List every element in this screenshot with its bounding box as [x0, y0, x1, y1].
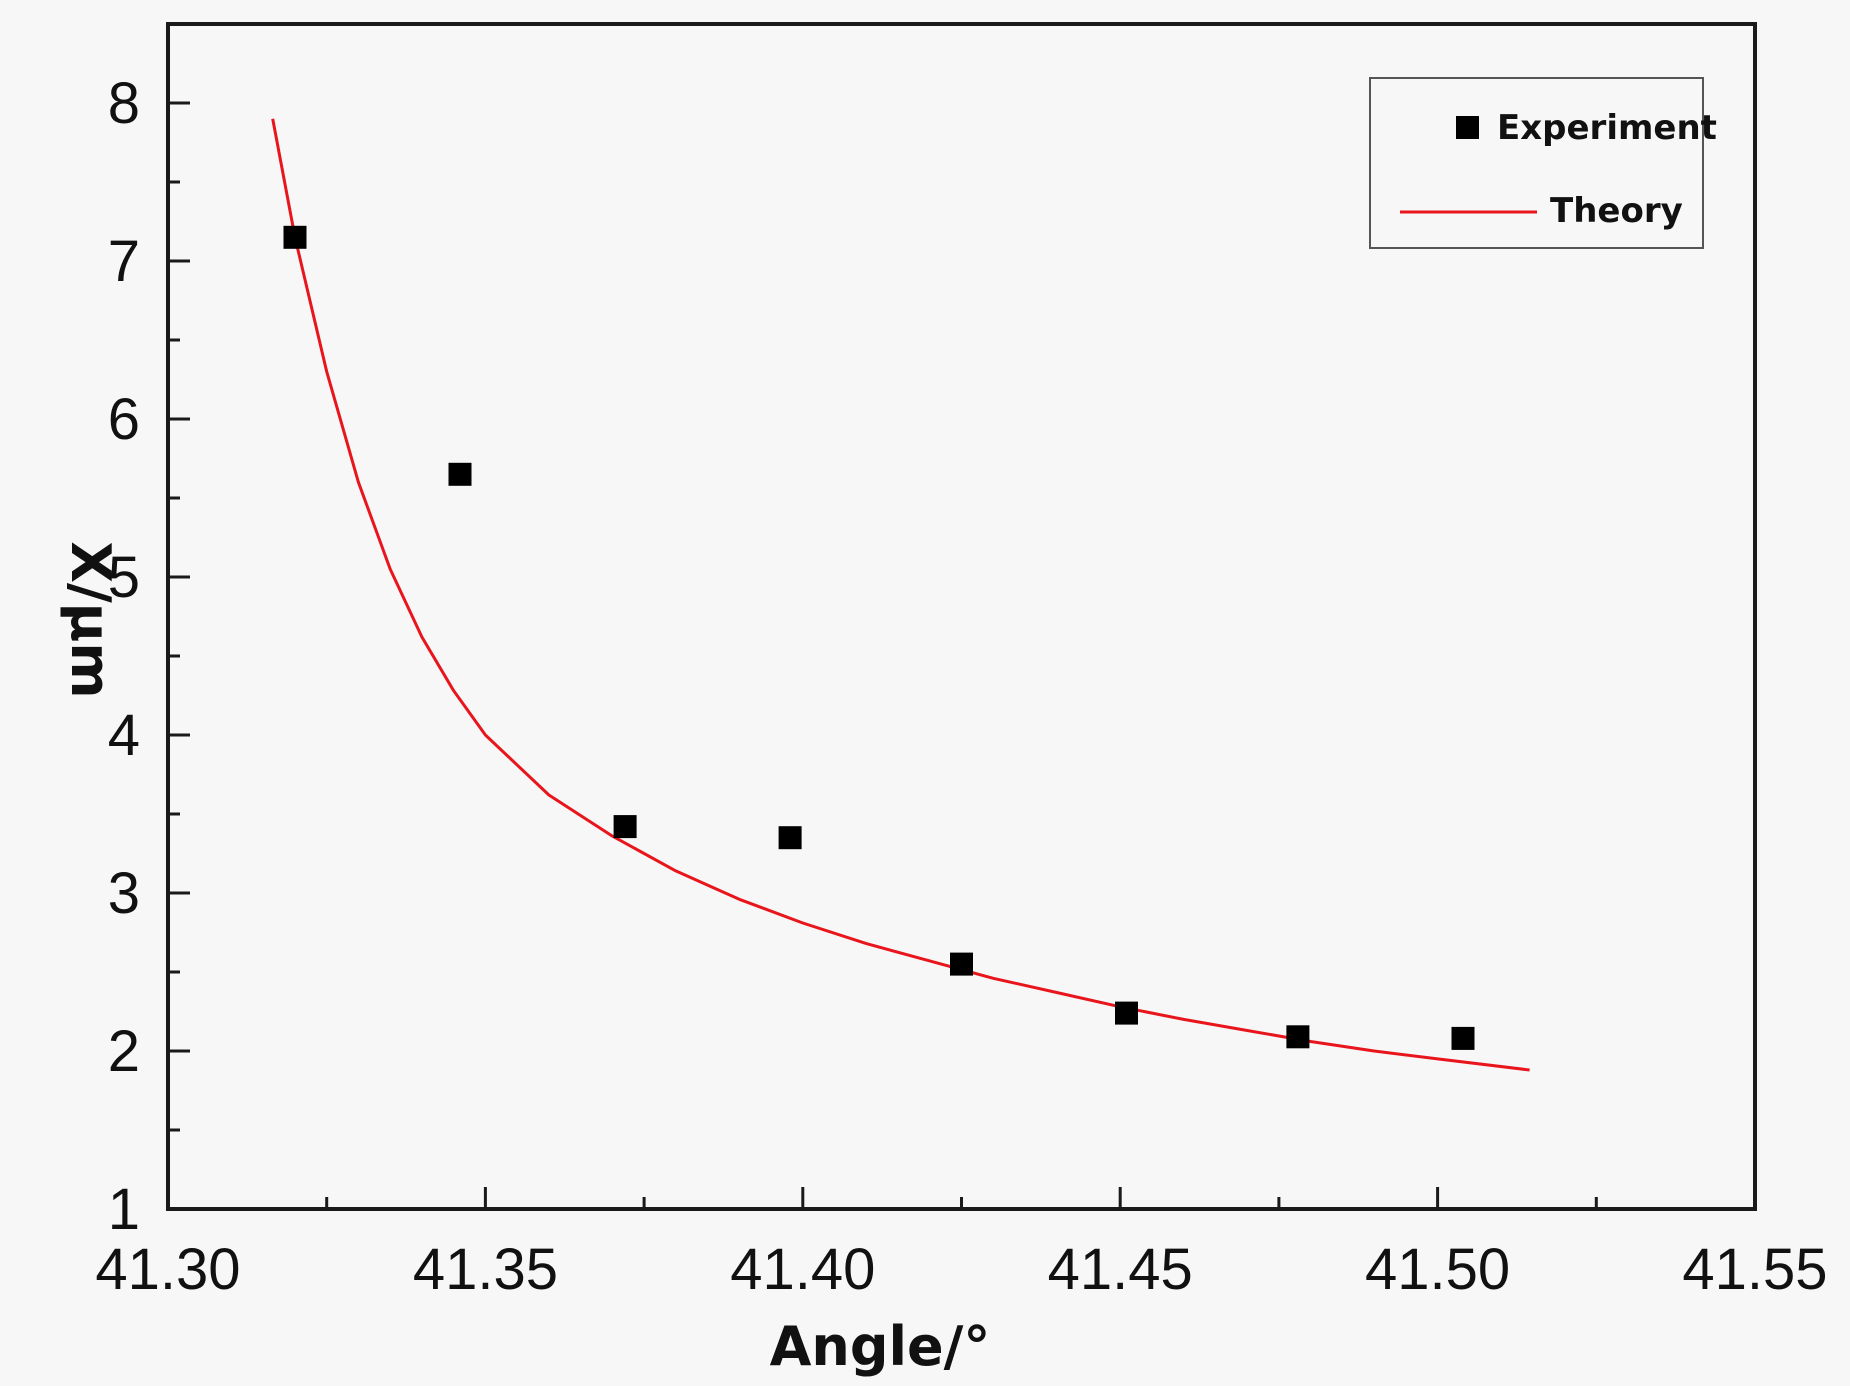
experiment-point — [778, 826, 802, 850]
y-tick-label: 8 — [108, 71, 140, 136]
experiment-point — [1451, 1026, 1475, 1050]
experiment-point — [448, 462, 472, 486]
legend-experiment-label: Experiment — [1497, 108, 1717, 148]
experiment-point — [950, 952, 973, 976]
y-tick-label: 5 — [108, 545, 140, 610]
x-tick-label: 41.35 — [413, 1237, 558, 1302]
y-axis-title: X/μm — [59, 541, 122, 698]
x-axis-title: Angle/° — [770, 1315, 991, 1378]
theory-curve — [271, 118, 1530, 1072]
x-tick-label: 41.40 — [730, 1237, 875, 1302]
legend-experiment-marker — [1456, 116, 1479, 139]
y-tick-label: 1 — [108, 1177, 140, 1242]
experiment-point — [613, 815, 637, 839]
x-tick-label: 41.45 — [1048, 1237, 1193, 1302]
y-tick-label: 6 — [108, 387, 140, 452]
experiment-point — [1286, 1025, 1310, 1049]
x-axis: 41.30 41.35 41.40 41.45 41.50 41.55 — [95, 1187, 1828, 1302]
series-layer — [271, 118, 1530, 1072]
y-tick-label: 3 — [108, 861, 140, 926]
legend: Experiment Theory — [1369, 77, 1717, 249]
x-tick-label: 41.55 — [1682, 1237, 1827, 1302]
y-tick-label: 7 — [108, 229, 140, 294]
experiment-point — [1115, 1001, 1138, 1025]
legend-box — [1369, 77, 1704, 249]
legend-theory-label: Theory — [1550, 191, 1683, 231]
x-tick-label: 41.30 — [95, 1237, 240, 1302]
x-tick-label: 41.50 — [1365, 1237, 1510, 1302]
y-tick-label: 4 — [108, 703, 140, 768]
y-tick-label: 2 — [108, 1019, 140, 1084]
y-axis: 1 2 3 4 5 6 7 8 — [108, 22, 190, 1242]
experiment-point — [283, 225, 307, 249]
